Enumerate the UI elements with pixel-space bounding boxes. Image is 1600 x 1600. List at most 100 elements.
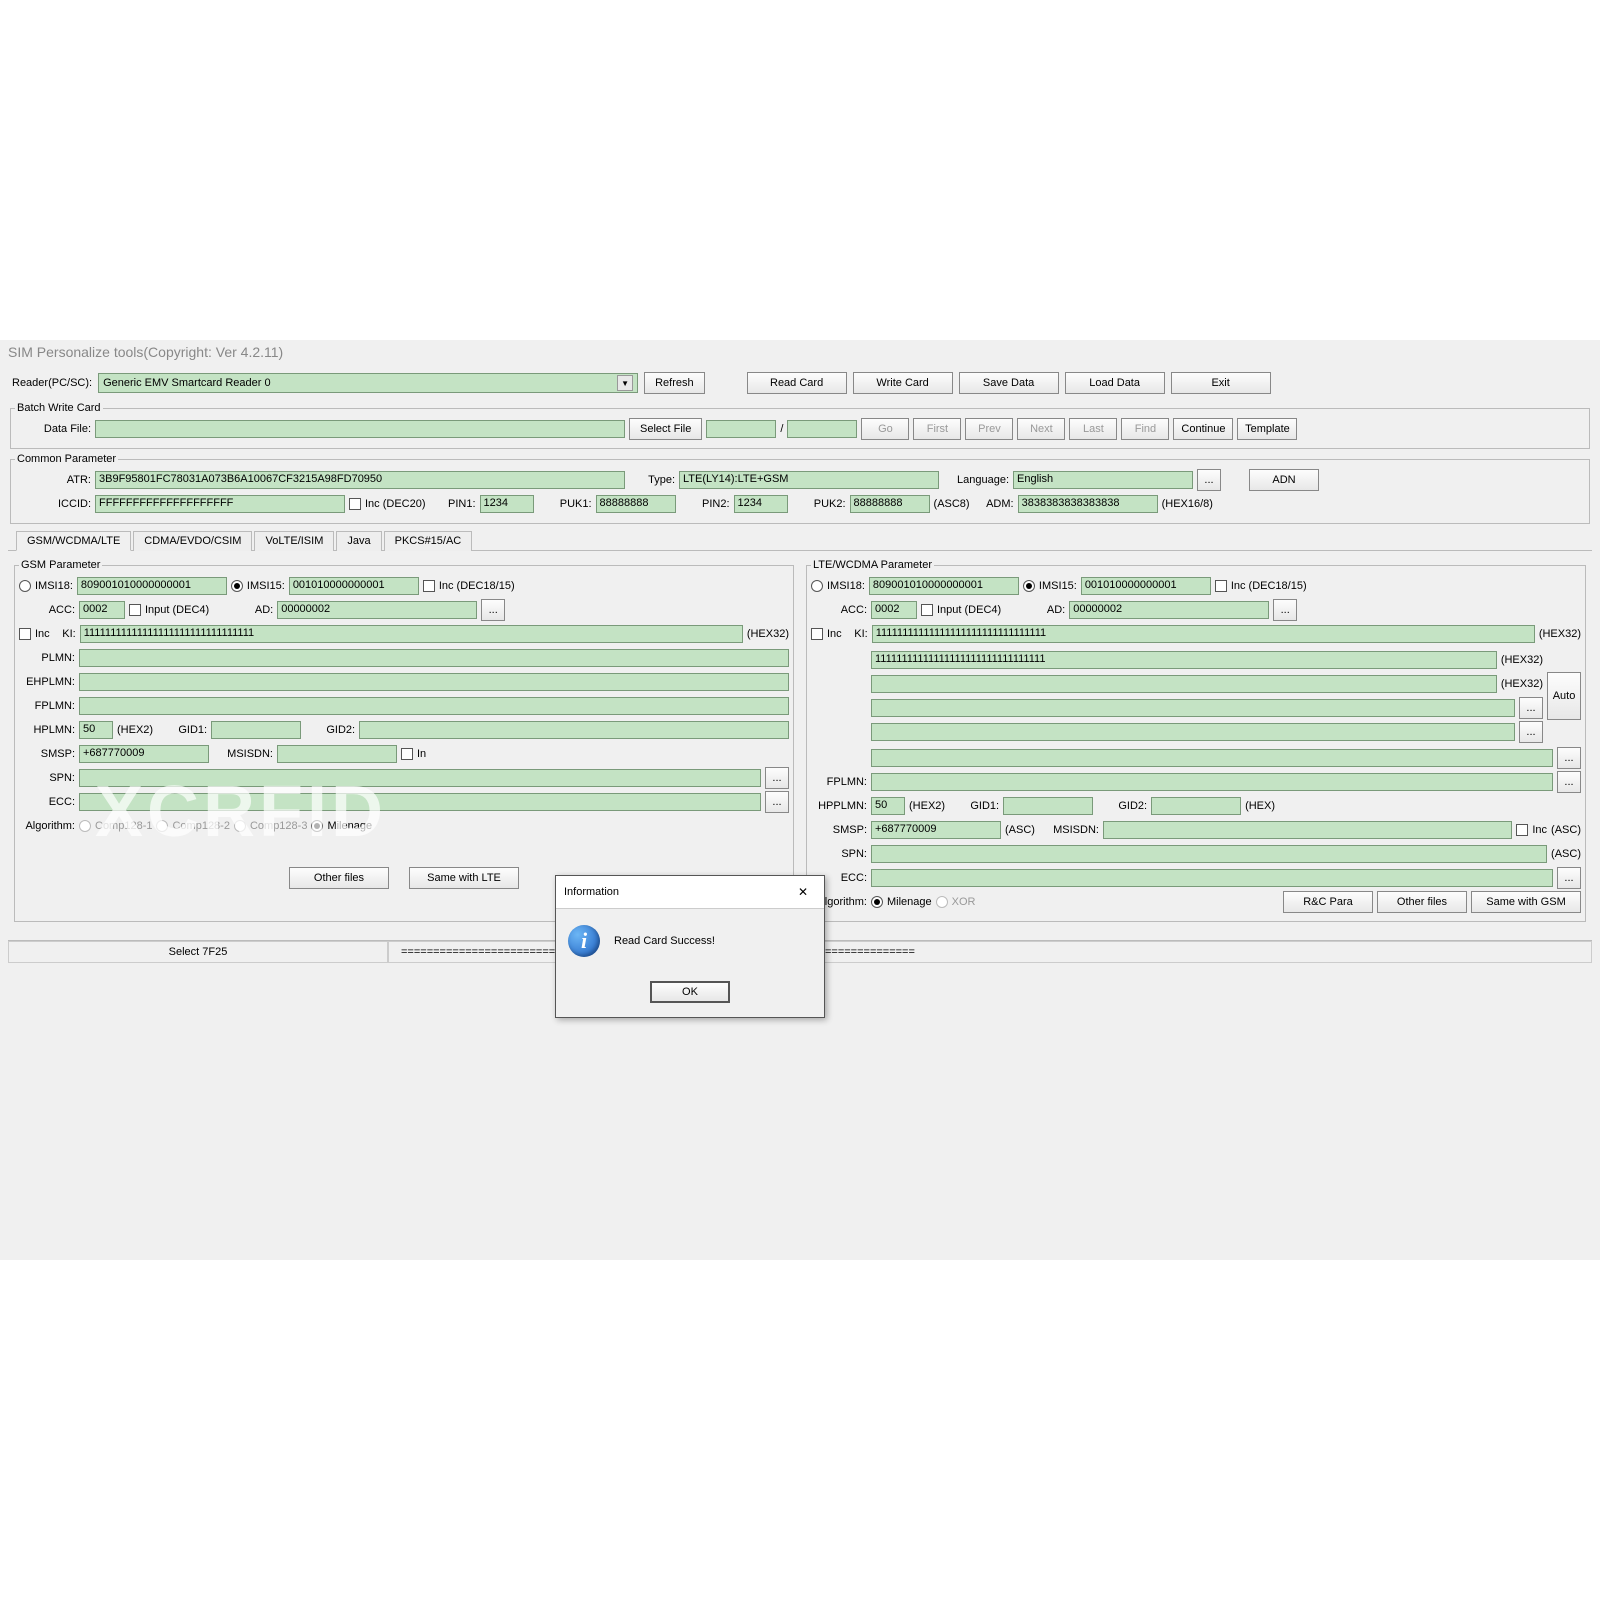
lang-input[interactable]: English xyxy=(1013,471,1193,489)
first-button[interactable]: First xyxy=(913,418,961,440)
tab-pkcs[interactable]: PKCS#15/AC xyxy=(384,531,473,551)
tab-cdma[interactable]: CDMA/EVDO/CSIM xyxy=(133,531,252,551)
lte-acc-input[interactable]: 0002 xyxy=(871,601,917,619)
template-button[interactable]: Template xyxy=(1237,418,1297,440)
puk1-input[interactable]: 88888888 xyxy=(596,495,676,513)
lte-ecc-browse[interactable]: ... xyxy=(1557,867,1581,889)
gsm-inc1815-checkbox[interactable] xyxy=(423,580,435,592)
gsm-msisdn-inc-checkbox[interactable] xyxy=(401,748,413,760)
exit-button[interactable]: Exit xyxy=(1171,372,1271,394)
gsm-gid2-input[interactable] xyxy=(359,721,789,739)
continue-button[interactable]: Continue xyxy=(1173,418,1233,440)
lte-ad-input[interactable]: 00000002 xyxy=(1069,601,1269,619)
select-file-button[interactable]: Select File xyxy=(629,418,702,440)
lang-browse-button[interactable]: ... xyxy=(1197,469,1221,491)
gsm-other-files-button[interactable]: Other files xyxy=(289,867,389,889)
gsm-same-lte-button[interactable]: Same with LTE xyxy=(409,867,519,889)
gsm-ki-input[interactable]: 11111111111111111111111111111111 xyxy=(80,625,743,643)
batch-to-input[interactable] xyxy=(787,420,857,438)
lte-imsi18-input[interactable]: 809001010000000001 xyxy=(869,577,1019,595)
gsm-ehplmn-input[interactable] xyxy=(79,673,789,691)
lte-ecc-input[interactable] xyxy=(871,869,1553,887)
atr-input[interactable]: 3B9F95801FC78031A073B6A10067CF3215A98FD7… xyxy=(95,471,625,489)
tab-java[interactable]: Java xyxy=(336,531,381,551)
datafile-input[interactable] xyxy=(95,420,625,438)
lte-ad-browse[interactable]: ... xyxy=(1273,599,1297,621)
lte-ki-input[interactable]: 11111111111111111111111111111111 xyxy=(872,625,1535,643)
lte-row4-browse[interactable]: ... xyxy=(1519,721,1543,743)
lte-row5-browse[interactable]: ... xyxy=(1557,747,1581,769)
gsm-algo-4-radio[interactable] xyxy=(311,820,323,832)
lte-fplmn-input[interactable] xyxy=(871,773,1553,791)
lte-msisdn-inc-checkbox[interactable] xyxy=(1516,824,1528,836)
lte-row2-input[interactable] xyxy=(871,675,1497,693)
gsm-ki-inc-checkbox[interactable] xyxy=(19,628,31,640)
lte-inputdec4-checkbox[interactable] xyxy=(921,604,933,616)
reader-select[interactable]: Generic EMV Smartcard Reader 0 ▼ xyxy=(98,373,638,393)
lte-ki-inc-checkbox[interactable] xyxy=(811,628,823,640)
read-card-button[interactable]: Read Card xyxy=(747,372,847,394)
lte-auto-button[interactable]: Auto xyxy=(1547,672,1581,720)
lte-gid2-input[interactable] xyxy=(1151,797,1241,815)
lte-gid1-input[interactable] xyxy=(1003,797,1093,815)
lte-msisdn-input[interactable] xyxy=(1103,821,1512,839)
gsm-spn-input[interactable] xyxy=(79,769,761,787)
gsm-inputdec4-checkbox[interactable] xyxy=(129,604,141,616)
lte-other-files-button[interactable]: Other files xyxy=(1377,891,1467,913)
refresh-button[interactable]: Refresh xyxy=(644,372,705,394)
pin1-input[interactable]: 1234 xyxy=(480,495,534,513)
gsm-ecc-input[interactable] xyxy=(79,793,761,811)
go-button[interactable]: Go xyxy=(861,418,909,440)
save-data-button[interactable]: Save Data xyxy=(959,372,1059,394)
lte-row5-input[interactable] xyxy=(871,749,1553,767)
gsm-smsp-input[interactable]: +687770009 xyxy=(79,745,209,763)
inc-dec20-checkbox[interactable] xyxy=(349,498,361,510)
prev-button[interactable]: Prev xyxy=(965,418,1013,440)
gsm-plmn-input[interactable] xyxy=(79,649,789,667)
lte-imsi18-radio[interactable] xyxy=(811,580,823,592)
find-button[interactable]: Find xyxy=(1121,418,1169,440)
gsm-fplmn-input[interactable] xyxy=(79,697,789,715)
lte-row4-input[interactable] xyxy=(871,723,1515,741)
next-button[interactable]: Next xyxy=(1017,418,1065,440)
lte-inc1815-checkbox[interactable] xyxy=(1215,580,1227,592)
lte-same-gsm-button[interactable]: Same with GSM xyxy=(1471,891,1581,913)
tab-volte[interactable]: VoLTE/ISIM xyxy=(254,531,334,551)
gsm-imsi18-radio[interactable] xyxy=(19,580,31,592)
gsm-ecc-browse[interactable]: ... xyxy=(765,791,789,813)
gsm-spn-browse[interactable]: ... xyxy=(765,767,789,789)
gsm-ad-input[interactable]: 00000002 xyxy=(277,601,477,619)
adm-input[interactable]: 3838383838383838 xyxy=(1018,495,1158,513)
type-input[interactable]: LTE(LY14):LTE+GSM xyxy=(679,471,939,489)
close-icon[interactable]: ✕ xyxy=(790,882,816,902)
gsm-imsi15-radio[interactable] xyxy=(231,580,243,592)
gsm-imsi15-input[interactable]: 001010000000001 xyxy=(289,577,419,595)
lte-smsp-input[interactable]: +687770009 xyxy=(871,821,1001,839)
lte-rcpara-button[interactable]: R&C Para xyxy=(1283,891,1373,913)
gsm-acc-input[interactable]: 0002 xyxy=(79,601,125,619)
batch-from-input[interactable] xyxy=(706,420,776,438)
lte-row3-input[interactable] xyxy=(871,699,1515,717)
lte-fplmn-browse[interactable]: ... xyxy=(1557,771,1581,793)
gsm-ad-browse[interactable]: ... xyxy=(481,599,505,621)
pin2-input[interactable]: 1234 xyxy=(734,495,788,513)
lte-imsi15-input[interactable]: 001010000000001 xyxy=(1081,577,1211,595)
write-card-button[interactable]: Write Card xyxy=(853,372,953,394)
tab-gsm[interactable]: GSM/WCDMA/LTE xyxy=(16,531,131,551)
load-data-button[interactable]: Load Data xyxy=(1065,372,1165,394)
gsm-hplmn-input[interactable]: 50 xyxy=(79,721,113,739)
iccid-input[interactable]: FFFFFFFFFFFFFFFFFFFF xyxy=(95,495,345,513)
dialog-ok-button[interactable]: OK xyxy=(650,981,730,1003)
gsm-imsi18-input[interactable]: 809001010000000001 xyxy=(77,577,227,595)
lte-imsi15-radio[interactable] xyxy=(1023,580,1035,592)
last-button[interactable]: Last xyxy=(1069,418,1117,440)
lte-algo-mil-radio[interactable] xyxy=(871,896,883,908)
gsm-msisdn-input[interactable] xyxy=(277,745,397,763)
lte-hpplmn-input[interactable]: 50 xyxy=(871,797,905,815)
lte-spn-input[interactable] xyxy=(871,845,1547,863)
lte-opc-input[interactable]: 11111111111111111111111111111111 xyxy=(871,651,1497,669)
adn-button[interactable]: ADN xyxy=(1249,469,1319,491)
gsm-gid1-input[interactable] xyxy=(211,721,301,739)
lte-row3-browse[interactable]: ... xyxy=(1519,697,1543,719)
puk2-input[interactable]: 88888888 xyxy=(850,495,930,513)
